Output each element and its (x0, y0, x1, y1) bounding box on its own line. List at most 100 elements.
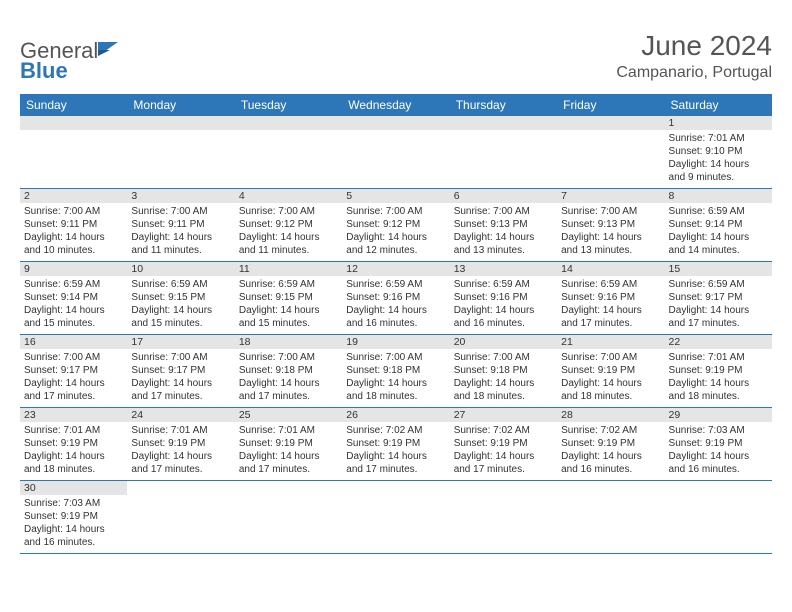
detail-line: Sunset: 9:19 PM (669, 437, 768, 450)
detail-line: Sunrise: 7:03 AM (24, 497, 123, 510)
day-cell: 22Sunrise: 7:01 AMSunset: 9:19 PMDayligh… (665, 335, 772, 408)
day-details: Sunrise: 6:59 AMSunset: 9:16 PMDaylight:… (557, 276, 664, 334)
day-number: 28 (557, 408, 664, 422)
detail-line: Sunset: 9:14 PM (669, 218, 768, 231)
detail-line: Sunrise: 7:00 AM (24, 351, 123, 364)
detail-line: Sunset: 9:17 PM (131, 364, 230, 377)
detail-line: Sunset: 9:15 PM (131, 291, 230, 304)
detail-line: Sunset: 9:14 PM (24, 291, 123, 304)
day-details: Sunrise: 7:01 AMSunset: 9:19 PMDaylight:… (665, 349, 772, 407)
detail-line: Daylight: 14 hours (561, 450, 660, 463)
weekday-header: Saturday (665, 94, 772, 116)
detail-line: Sunset: 9:19 PM (346, 437, 445, 450)
day-details: Sunrise: 7:02 AMSunset: 9:19 PMDaylight:… (557, 422, 664, 480)
detail-line: Daylight: 14 hours (24, 450, 123, 463)
day-cell: 12Sunrise: 6:59 AMSunset: 9:16 PMDayligh… (342, 262, 449, 335)
detail-line: Daylight: 14 hours (454, 304, 553, 317)
weekday-header: Monday (127, 94, 234, 116)
day-details: Sunrise: 6:59 AMSunset: 9:15 PMDaylight:… (127, 276, 234, 334)
detail-line: and 13 minutes. (454, 244, 553, 257)
detail-line: Daylight: 14 hours (669, 231, 768, 244)
week-row: 16 Sunrise: 7:00 AM Sunset: 9:17 PM Dayligh… (20, 335, 772, 408)
day-cell (235, 116, 342, 189)
day-number: 25 (235, 408, 342, 422)
day-cell: 29Sunrise: 7:03 AMSunset: 9:19 PMDayligh… (665, 408, 772, 481)
detail-line: Sunset: 9:18 PM (239, 364, 338, 377)
day-number: 1 (665, 116, 772, 130)
day-cell: 9Sunrise: 6:59 AMSunset: 9:14 PMDaylight… (20, 262, 127, 335)
day-number: 16 (20, 335, 127, 349)
day-details: Sunrise: 7:00 AMSunset: 9:13 PMDaylight:… (557, 203, 664, 261)
detail-line: Sunrise: 7:00 AM (239, 205, 338, 218)
day-details: Sunrise: 7:03 AMSunset: 9:19 PMDaylight:… (20, 495, 127, 553)
detail-line: and 16 minutes. (669, 463, 768, 476)
weekday-header: Friday (557, 94, 664, 116)
day-cell (557, 116, 664, 189)
detail-line: Daylight: 14 hours (561, 377, 660, 390)
detail-line: Sunset: 9:17 PM (669, 291, 768, 304)
page-header: General June 2024 Campanario, Portugal (20, 30, 772, 82)
day-cell (342, 481, 449, 554)
detail-line: and 9 minutes. (669, 171, 768, 184)
day-details: Sunrise: 7:00 AMSunset: 9:11 PMDaylight:… (127, 203, 234, 261)
day-cell: 1Sunrise: 7:01 AMSunset: 9:10 PMDaylight… (665, 116, 772, 189)
day-cell: 3Sunrise: 7:00 AMSunset: 9:11 PMDaylight… (127, 189, 234, 262)
detail-line: Sunset: 9:19 PM (239, 437, 338, 450)
detail-line: Daylight: 14 hours (346, 231, 445, 244)
detail-line: Sunrise: 7:00 AM (24, 205, 123, 218)
detail-line: and 17 minutes. (131, 463, 230, 476)
detail-line: Daylight: 14 hours (561, 231, 660, 244)
day-number: 23 (20, 408, 127, 422)
day-number: 7 (557, 189, 664, 203)
detail-line: Sunrise: 6:59 AM (346, 278, 445, 291)
detail-line: Sunrise: 7:00 AM (454, 351, 553, 364)
day-cell: 23Sunrise: 7:01 AMSunset: 9:19 PMDayligh… (20, 408, 127, 481)
day-number: 14 (557, 262, 664, 276)
day-cell: 2Sunrise: 7:00 AMSunset: 9:11 PMDaylight… (20, 189, 127, 262)
day-cell: 28Sunrise: 7:02 AMSunset: 9:19 PMDayligh… (557, 408, 664, 481)
empty-day-strip (450, 116, 557, 130)
day-cell: 5Sunrise: 7:00 AMSunset: 9:12 PMDaylight… (342, 189, 449, 262)
day-number: 5 (342, 189, 449, 203)
day-number: 21 (557, 335, 664, 349)
detail-line: Sunset: 9:12 PM (346, 218, 445, 231)
detail-line: and 15 minutes. (24, 317, 123, 330)
detail-line: Sunset: 9:10 PM (669, 145, 768, 158)
day-cell: 21Sunrise: 7:00 AMSunset: 9:19 PMDayligh… (557, 335, 664, 408)
day-cell: 17Sunrise: 7:00 AMSunset: 9:17 PMDayligh… (127, 335, 234, 408)
empty-day-strip (557, 116, 664, 130)
detail-line: Sunrise: 6:59 AM (561, 278, 660, 291)
day-cell: 27Sunrise: 7:02 AMSunset: 9:19 PMDayligh… (450, 408, 557, 481)
detail-line: Sunset: 9:16 PM (454, 291, 553, 304)
detail-line: and 17 minutes. (131, 390, 230, 403)
day-details: Sunrise: 6:59 AMSunset: 9:16 PMDaylight:… (450, 276, 557, 334)
day-number: 24 (127, 408, 234, 422)
detail-line: Sunrise: 7:01 AM (239, 424, 338, 437)
detail-line: and 16 minutes. (561, 463, 660, 476)
weekday-header: Wednesday (342, 94, 449, 116)
day-details: Sunrise: 7:00 AMSunset: 9:11 PMDaylight:… (20, 203, 127, 261)
day-details: Sunrise: 7:00 AMSunset: 9:19 PMDaylight:… (557, 349, 664, 407)
detail-line: and 15 minutes. (239, 317, 338, 330)
detail-line: Sunrise: 7:00 AM (239, 351, 338, 364)
day-cell: 26Sunrise: 7:02 AMSunset: 9:19 PMDayligh… (342, 408, 449, 481)
detail-line: and 17 minutes. (669, 317, 768, 330)
logo-text-blue: Blue (20, 58, 68, 83)
detail-line: Sunrise: 7:01 AM (24, 424, 123, 437)
day-number: 26 (342, 408, 449, 422)
detail-line: Sunrise: 6:59 AM (454, 278, 553, 291)
day-number: 29 (665, 408, 772, 422)
day-cell: 7Sunrise: 7:00 AMSunset: 9:13 PMDaylight… (557, 189, 664, 262)
month-title: June 2024 (616, 30, 772, 62)
detail-line: and 13 minutes. (561, 244, 660, 257)
day-cell: 10Sunrise: 6:59 AMSunset: 9:15 PMDayligh… (127, 262, 234, 335)
detail-line: Daylight: 14 hours (24, 304, 123, 317)
title-block: June 2024 Campanario, Portugal (616, 30, 772, 82)
day-cell (342, 116, 449, 189)
weekday-header: Sunday (20, 94, 127, 116)
detail-line: and 17 minutes. (346, 463, 445, 476)
detail-line: Sunset: 9:19 PM (24, 510, 123, 523)
day-number: 27 (450, 408, 557, 422)
detail-line: Sunset: 9:15 PM (239, 291, 338, 304)
day-number: 12 (342, 262, 449, 276)
